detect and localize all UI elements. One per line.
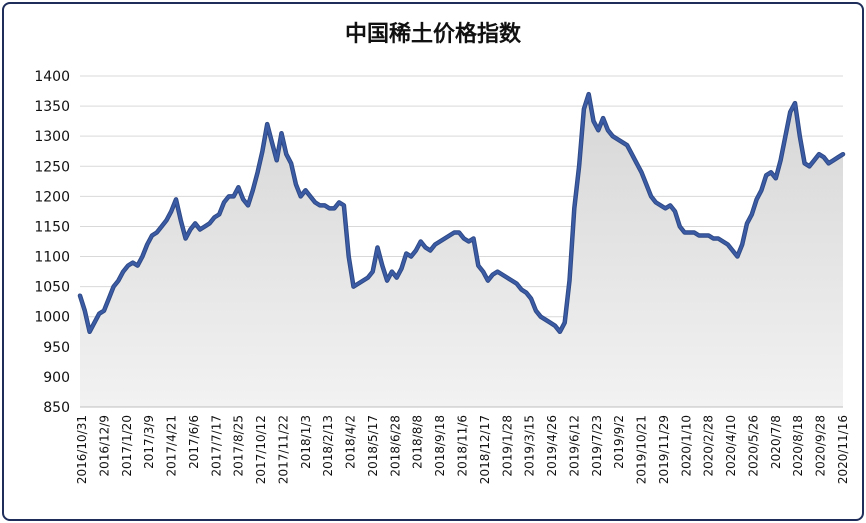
x-tick-label: 2016/10/31 bbox=[75, 415, 89, 484]
x-tick-label: 2019/3/15 bbox=[523, 415, 537, 477]
x-tick-label: 2020/7/8 bbox=[769, 415, 783, 469]
x-tick-label: 2019/9/2 bbox=[612, 415, 626, 469]
x-tick-label: 2020/1/10 bbox=[679, 415, 693, 477]
x-tick-label: 2020/9/28 bbox=[814, 415, 828, 477]
x-tick-label: 2020/11/16 bbox=[836, 415, 850, 484]
x-tick-label: 2020/5/26 bbox=[747, 415, 761, 477]
x-tick-label: 2017/11/22 bbox=[276, 415, 290, 484]
x-tick-label: 2018/6/28 bbox=[388, 415, 402, 477]
y-tick-label: 1150 bbox=[34, 219, 70, 235]
x-tick-label: 2018/4/2 bbox=[344, 415, 358, 469]
y-tick-label: 1350 bbox=[34, 99, 70, 115]
x-tick-label: 2017/3/9 bbox=[142, 415, 156, 469]
y-tick-label: 1300 bbox=[34, 129, 70, 145]
y-tick-label: 1000 bbox=[34, 310, 70, 326]
y-tick-label: 950 bbox=[43, 340, 70, 356]
x-tick-label: 2018/11/6 bbox=[456, 415, 470, 477]
y-tick-label: 1250 bbox=[34, 159, 70, 175]
y-axis: 850 900 950 1000 1050 1100 1150 1200 1250 1300 135… bbox=[34, 69, 70, 416]
x-tick-label: 2017/1/20 bbox=[120, 415, 134, 477]
x-tick-label: 2019/11/29 bbox=[657, 415, 671, 484]
x-tick-label: 2018/2/13 bbox=[321, 415, 335, 477]
x-tick-label: 2018/8/8 bbox=[411, 415, 425, 469]
x-tick-label: 2019/1/28 bbox=[500, 415, 514, 477]
x-tick-label: 2020/4/10 bbox=[724, 415, 738, 477]
x-tick-label: 2020/8/18 bbox=[791, 415, 805, 477]
x-tick-label: 2017/6/6 bbox=[187, 415, 201, 469]
x-tick-label: 2019/4/26 bbox=[545, 415, 559, 477]
chart-title: 中国稀土价格指数 bbox=[344, 22, 521, 47]
y-tick-label: 850 bbox=[43, 400, 70, 416]
y-tick-label: 1100 bbox=[34, 250, 70, 266]
x-tick-label: 2018/9/18 bbox=[433, 415, 447, 477]
x-tick-label: 2019/6/12 bbox=[567, 415, 581, 477]
y-tick-label: 1050 bbox=[34, 280, 70, 296]
x-tick-label: 2018/5/17 bbox=[366, 415, 380, 477]
x-tick-label: 2018/1/3 bbox=[299, 415, 313, 469]
x-tick-label: 2016/12/9 bbox=[97, 415, 111, 477]
plot-area bbox=[77, 91, 846, 407]
x-tick-label: 2020/2/28 bbox=[702, 415, 716, 477]
x-tick-label: 2017/8/25 bbox=[232, 415, 246, 477]
x-tick-label: 2017/7/17 bbox=[209, 415, 223, 477]
x-tick-label: 2017/10/12 bbox=[254, 415, 268, 484]
area-fill bbox=[80, 94, 843, 407]
y-tick-label: 1200 bbox=[34, 189, 70, 205]
series-line bbox=[78, 92, 845, 334]
y-tick-label: 1400 bbox=[34, 69, 70, 85]
x-axis: 2016/10/31 2016/12/9 2017/1/20 2017/3/9 2017… bbox=[75, 406, 850, 484]
x-tick-label: 2019/7/23 bbox=[590, 415, 604, 477]
x-tick-label: 2018/12/17 bbox=[478, 415, 492, 484]
y-tick-label: 900 bbox=[43, 370, 70, 386]
x-tick-label: 2019/10/21 bbox=[635, 415, 649, 484]
x-tick-label: 2017/4/21 bbox=[165, 415, 179, 477]
